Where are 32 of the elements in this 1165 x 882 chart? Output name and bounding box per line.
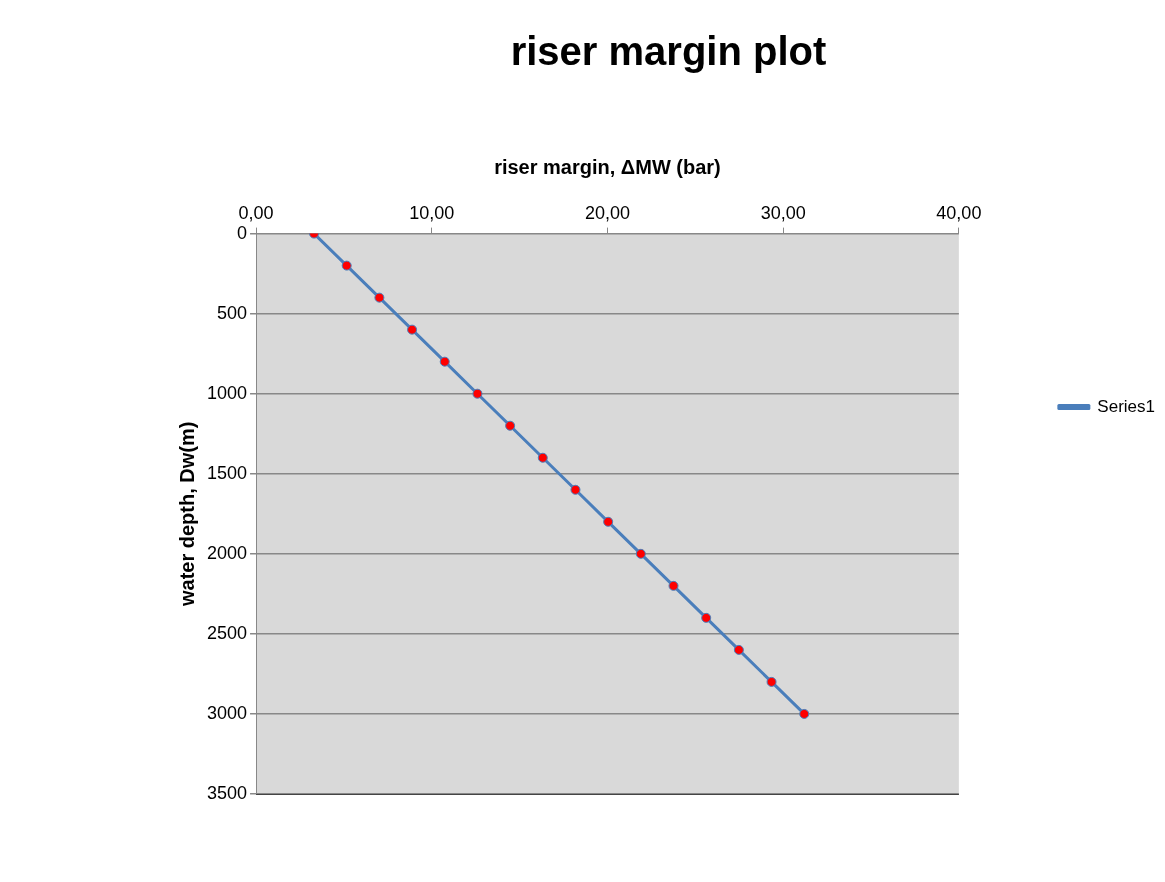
point [603,516,614,527]
point [799,708,810,719]
point [407,324,418,335]
point [766,676,777,687]
point [701,612,712,623]
y-tick-label: 2500 [207,622,248,643]
x-tick-label: 20,00 [584,202,630,223]
y-tick-label: 0 [237,222,248,243]
point [668,580,679,591]
x-tick-label: 40,00 [936,202,982,223]
y-tick-label: 1500 [207,462,248,483]
y-tick-label: 1000 [207,382,248,403]
x-tick-label: 10,00 [409,202,455,223]
point [439,356,450,367]
point [374,292,385,303]
x-tick-label: 30,00 [760,202,806,223]
point [341,260,352,271]
point [537,452,548,463]
y-tick-label: 500 [217,302,248,323]
legend-label: Series1 [1097,396,1155,416]
point [635,548,646,559]
point [472,388,483,399]
chart-title: riser margin plot [510,29,827,74]
point [570,484,581,495]
y-tick-label: 2000 [207,542,248,563]
y-tick-label: 3000 [207,702,248,723]
point [733,644,744,655]
y-tick-label: 3500 [207,782,248,803]
y-axis-title: water depth, Dw(m) [175,421,198,608]
point [505,420,516,431]
x-axis-title: riser margin, ΔMW (bar) [494,155,721,178]
x-tick-label: 0,00 [238,202,274,223]
